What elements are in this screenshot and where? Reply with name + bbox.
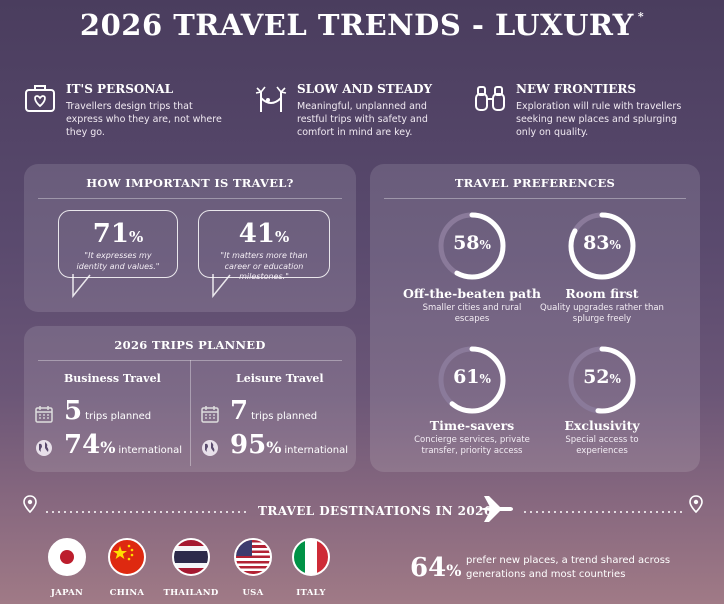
leisure-intl-stat: 95% international	[230, 430, 348, 460]
progress-ring	[438, 346, 506, 414]
airplane-icon	[478, 496, 513, 522]
business-intl-stat: 74% international	[64, 430, 182, 460]
title-text: 2026 TRAVEL TRENDS - LUXURY	[79, 8, 634, 42]
trend-heading: IT'S PERSONAL	[66, 82, 174, 96]
destinations-title: TRAVEL DESTINATIONS IN 2026	[258, 504, 493, 518]
dotted-route-line	[524, 511, 686, 513]
pref-value-number: 61	[453, 366, 480, 388]
divider	[38, 198, 342, 199]
dotted-route-line	[46, 511, 246, 513]
trend-description: Meaningful, unplanned and restful trips …	[297, 101, 428, 138]
pref-value: 52%	[566, 366, 638, 388]
pref-description: Concierge services, private transfer, pr…	[414, 435, 530, 456]
intl-value: 74	[64, 430, 101, 460]
column-divider	[190, 360, 191, 466]
suitcase-heart-icon	[25, 85, 55, 112]
map-pin-icon	[23, 495, 37, 514]
leisure-trips-stat: 7 trips planned	[230, 396, 317, 426]
usa-flag-icon	[234, 538, 272, 576]
pref-value-unit: %	[479, 238, 491, 252]
preferences-panel: TRAVEL PREFERENCES 58% Off-the-beaten pa…	[370, 164, 700, 472]
pref-heading: Room first	[565, 286, 639, 301]
intl-unit: %	[266, 438, 282, 457]
map-pin-icon	[689, 495, 703, 514]
importance-bubble: 41% "It matters more than career or educ…	[198, 210, 330, 281]
pref-value-number: 52	[583, 366, 610, 388]
page-title: 2026 TRAVEL TRENDS - LUXURY *	[0, 8, 724, 42]
trips-value: 5	[64, 396, 83, 426]
italy-flag-icon	[292, 538, 330, 576]
pref-value-unit: %	[479, 372, 491, 386]
bubble-unit: %	[128, 228, 144, 246]
binoculars-icon	[475, 86, 505, 111]
divider	[38, 360, 342, 361]
new-places-stat: 64%	[410, 553, 461, 583]
pref-value: 61%	[436, 366, 508, 388]
trips-label: trips planned	[251, 411, 318, 422]
country-label: ITALY	[296, 588, 326, 598]
pref-value: 83%	[566, 232, 638, 254]
trend-description: Travellers design trips that express who…	[66, 101, 222, 138]
trips-panel: 2026 TRIPS PLANNED Business Travel 5 trip…	[24, 326, 356, 472]
business-trips-stat: 5 trips planned	[64, 396, 151, 426]
intl-label: international	[284, 445, 349, 456]
trips-title: 2026 TRIPS PLANNED	[114, 338, 266, 352]
bubble-tail	[72, 274, 91, 298]
importance-panel: HOW IMPORTANT IS TRAVEL? 71% "It express…	[24, 164, 356, 312]
new-places-text: prefer new places, a trend shared across…	[466, 555, 671, 580]
trips-value: 7	[230, 396, 249, 426]
trend-heading: SLOW AND STEADY	[297, 82, 433, 96]
pref-value-unit: %	[609, 372, 621, 386]
bubble-quote: "It matters more than career or educatio…	[220, 251, 308, 281]
pref-heading: Off-the-beaten path	[402, 286, 541, 301]
leisure-heading: Leisure Travel	[236, 372, 324, 385]
bubble-value: 41	[238, 219, 275, 249]
pref-value: 58%	[436, 232, 508, 254]
thailand-flag-icon	[172, 538, 210, 576]
pref-heading: Exclusivity	[564, 418, 640, 433]
importance-bubble: 71% "It expresses my identity and values…	[58, 210, 178, 278]
pref-description: Special access to experiences	[565, 435, 639, 456]
intl-label: international	[118, 445, 183, 456]
progress-ring	[568, 346, 636, 414]
country-label: THAILAND	[163, 588, 219, 598]
progress-ring	[568, 212, 636, 280]
progress-ring	[438, 212, 506, 280]
globe-icon	[202, 440, 218, 456]
calendar-icon	[201, 406, 219, 423]
globe-icon	[36, 440, 52, 456]
intl-value: 95	[230, 430, 267, 460]
country-label: JAPAN	[50, 588, 84, 598]
trend-description: Exploration will rule with travellers se…	[516, 101, 682, 138]
importance-title: HOW IMPORTANT IS TRAVEL?	[86, 176, 294, 190]
pref-value-unit: %	[609, 238, 621, 252]
stat-value: 64	[410, 553, 447, 583]
bubble-quote: "It expresses my identity and values."	[76, 251, 160, 271]
country-label: CHINA	[109, 588, 145, 598]
japan-flag-icon	[48, 538, 86, 576]
country-label: USA	[242, 588, 264, 598]
calendar-icon	[35, 406, 53, 423]
intl-unit: %	[100, 438, 116, 457]
trend-heading: NEW FRONTIERS	[516, 82, 637, 96]
bubble-unit: %	[274, 228, 290, 246]
divider	[384, 198, 686, 199]
stat-unit: %	[446, 561, 462, 580]
pref-heading: Time-savers	[429, 418, 515, 433]
preferences-title: TRAVEL PREFERENCES	[454, 176, 616, 190]
pref-value-number: 83	[583, 232, 610, 254]
trips-label: trips planned	[85, 411, 152, 422]
china-flag-icon	[108, 538, 146, 576]
pref-description: Smaller cities and rural escapes	[422, 303, 522, 324]
business-heading: Business Travel	[64, 372, 161, 385]
bubble-tail	[212, 274, 231, 298]
bubble-value: 71	[92, 219, 129, 249]
pref-value-number: 58	[453, 232, 480, 254]
pref-description: Quality upgrades rather than splurge fre…	[540, 303, 664, 324]
hammock-palm-icon	[255, 86, 287, 112]
title-footnote-mark: *	[637, 10, 645, 23]
